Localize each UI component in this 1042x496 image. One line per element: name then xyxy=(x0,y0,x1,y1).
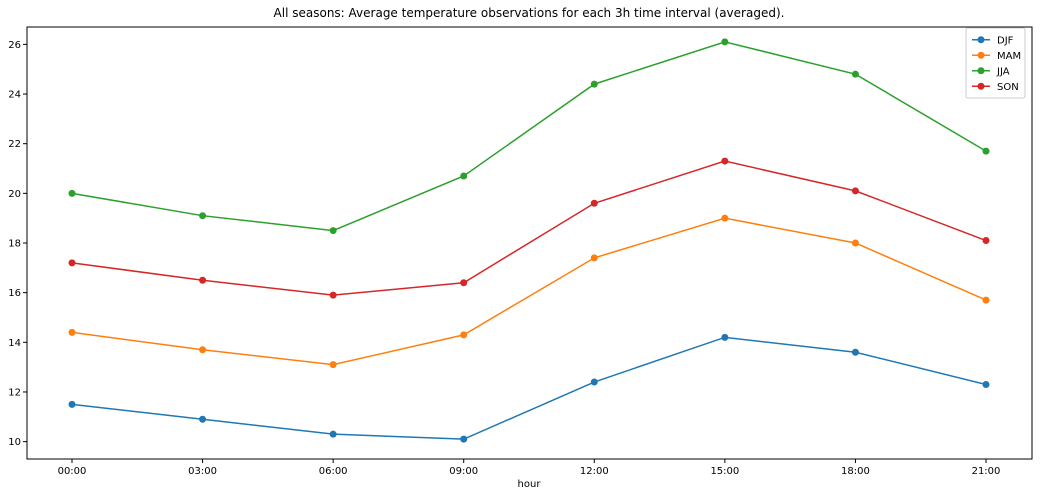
y-tick-label: 12 xyxy=(8,387,21,398)
axes-frame xyxy=(26,26,1033,460)
data-point-son xyxy=(982,237,990,245)
data-point-mam xyxy=(721,214,729,222)
legend: DJF MAM JJA SON xyxy=(965,27,1026,99)
series-line-mam xyxy=(71,217,987,366)
data-point-djf xyxy=(590,378,598,386)
legend-label-jja: JJA xyxy=(996,66,1010,77)
data-point-mam xyxy=(851,239,859,247)
data-point-djf xyxy=(982,381,990,389)
legend-label-mam: MAM xyxy=(997,51,1021,62)
x-tick-label: 21:00 xyxy=(972,466,1001,477)
legend-label-djf: DJF xyxy=(997,35,1014,46)
y-tick-label: 18 xyxy=(8,239,21,250)
data-point-djf xyxy=(68,400,76,408)
data-point-djf xyxy=(851,348,859,356)
data-point-djf xyxy=(199,415,207,423)
x-tick-label: 18:00 xyxy=(841,466,870,477)
data-point-son xyxy=(329,291,337,299)
series-line-son xyxy=(71,160,987,296)
data-point-son xyxy=(68,259,76,267)
legend-marker-son xyxy=(977,82,985,90)
series-line-jja xyxy=(71,41,987,232)
y-tick-label: 26 xyxy=(8,40,21,51)
data-point-jja xyxy=(329,227,337,235)
y-tick-label: 10 xyxy=(8,437,21,448)
data-point-son xyxy=(460,279,468,287)
chart-title: All seasons: Average temperature observa… xyxy=(274,6,785,20)
x-tick-label: 15:00 xyxy=(710,466,739,477)
data-point-djf xyxy=(329,430,337,438)
data-point-jja xyxy=(590,80,598,88)
data-point-son xyxy=(199,276,207,284)
data-point-jja xyxy=(721,38,729,46)
data-point-son xyxy=(851,187,859,195)
x-tick-label: 00:00 xyxy=(58,466,87,477)
series-line-djf xyxy=(71,336,987,440)
legend-marker-mam xyxy=(977,51,985,59)
legend-marker-djf xyxy=(977,36,985,44)
data-point-jja xyxy=(199,212,207,220)
data-point-jja xyxy=(982,147,990,155)
legend-label-son: SON xyxy=(997,82,1019,93)
x-tick-label: 12:00 xyxy=(580,466,609,477)
x-tick-label: 09:00 xyxy=(449,466,478,477)
data-point-mam xyxy=(68,328,76,336)
x-axis-label: hour xyxy=(518,479,542,490)
data-point-son xyxy=(721,157,729,165)
data-point-jja xyxy=(68,189,76,197)
data-point-jja xyxy=(851,70,859,78)
x-tick-label: 03:00 xyxy=(188,466,217,477)
data-point-mam xyxy=(590,254,598,262)
y-tick-label: 24 xyxy=(8,90,21,101)
data-point-mam xyxy=(982,296,990,304)
y-tick-label: 22 xyxy=(8,139,21,150)
y-tick-label: 14 xyxy=(8,338,21,349)
legend-marker-jja xyxy=(977,67,985,75)
data-point-djf xyxy=(721,333,729,341)
x-tick-label: 06:00 xyxy=(319,466,348,477)
data-point-jja xyxy=(460,172,468,180)
plot-area: 00:00 03:00 06:00 09:00 12:00 15:00 18:00 21:00… xyxy=(8,26,1033,477)
data-point-mam xyxy=(460,331,468,339)
data-point-mam xyxy=(199,346,207,354)
y-tick-label: 16 xyxy=(8,288,21,299)
legend-box xyxy=(965,27,1026,99)
data-point-djf xyxy=(460,435,468,443)
data-point-son xyxy=(590,199,598,207)
data-point-mam xyxy=(329,361,337,369)
y-tick-label: 20 xyxy=(8,189,21,200)
